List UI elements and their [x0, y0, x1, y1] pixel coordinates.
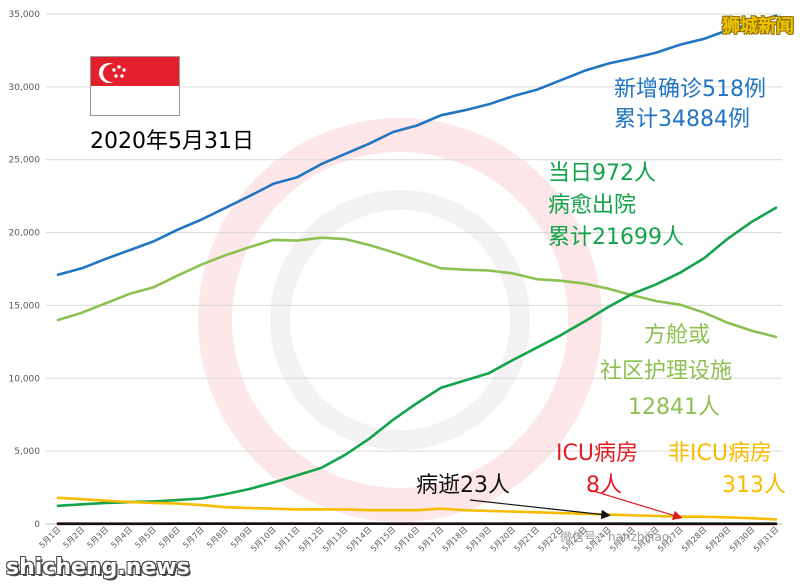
y-tick-label: 30,000 — [9, 83, 41, 93]
x-tick-label: 5月8日 — [205, 525, 230, 550]
x-tick-label: 5月10日 — [249, 525, 277, 553]
icu-arrow — [589, 489, 683, 520]
x-tick-label: 5月19日 — [465, 525, 493, 553]
community-annotation-line1: 方舱或 — [644, 323, 711, 348]
x-tick-label: 5月15日 — [369, 525, 397, 553]
community-annotation-line3: 12841人 — [628, 395, 720, 420]
series-line-confirmed — [56, 14, 778, 277]
y-tick-label: 15,000 — [9, 301, 41, 311]
x-tick-label: 5月17日 — [417, 525, 445, 553]
y-tick-label: 10,000 — [9, 374, 41, 384]
x-tick-label: 5月7日 — [181, 525, 206, 550]
x-tick-label: 5月21日 — [513, 525, 541, 553]
deaths-annotation: 病逝23人 — [416, 473, 510, 498]
watermark-logo — [198, 118, 602, 522]
x-tick-label: 5月13日 — [321, 525, 349, 553]
date-label: 2020年5月31日 — [90, 129, 254, 154]
recovered-annotation-line1: 当日972人 — [548, 161, 656, 186]
series-line-recovered — [56, 206, 778, 508]
x-tick-label: 5月1日 — [38, 525, 63, 550]
x-tick-label: 5月5日 — [133, 525, 158, 550]
recovered-annotation-line3: 累计21699人 — [548, 225, 684, 250]
x-tick-label: 5月29日 — [704, 525, 732, 553]
series-line-non_icu — [56, 496, 778, 521]
community-annotation-line2: 社区护理设施 — [600, 359, 733, 384]
x-tick-label: 5月30日 — [728, 525, 756, 553]
x-tick-label: 5月4日 — [109, 525, 134, 550]
x-tick-label: 5月16日 — [393, 525, 421, 553]
series-line-community — [56, 236, 778, 339]
x-tick-label: 5月28日 — [680, 525, 708, 553]
recovered-annotation-line2: 病愈出院 — [548, 193, 637, 218]
y-tick-label: 25,000 — [9, 156, 41, 166]
x-tick-label: 5月14日 — [345, 525, 373, 553]
y-tick-label: 0 — [34, 520, 40, 530]
x-tick-label: 5月31日 — [752, 525, 780, 553]
wechat-watermark: 微信号：hanzhijiao — [560, 530, 670, 544]
x-tick-label: 5月18日 — [441, 525, 469, 553]
y-tick-label: 35,000 — [9, 10, 41, 20]
y-tick-label: 5,000 — [14, 447, 40, 457]
x-tick-label: 5月11日 — [273, 525, 301, 553]
x-axis: 5月1日 5月2日 5月3日 5月4日 5月5日 5月6日 5月7日 5月8日 5月9日5月10… — [38, 523, 782, 554]
singapore-flag-icon — [90, 56, 180, 116]
non-icu-annotation-line1: 非ICU病房 — [668, 441, 772, 466]
x-tick-label: 5月20日 — [489, 525, 517, 553]
deaths-arrow — [469, 499, 611, 520]
confirmed-annotation-line2: 累计34884例 — [614, 107, 750, 132]
x-tick-label: 5月6日 — [157, 525, 182, 550]
x-tick-label: 5月3日 — [85, 525, 110, 550]
confirmed-annotation-line1: 新增确诊518例 — [614, 77, 766, 102]
series-lines — [56, 14, 778, 526]
non-icu-annotation-line2: 313人 — [722, 473, 786, 498]
y-axis: 0 5,000 10,000 15,000 20,000 25,000 30,000 35,0… — [9, 10, 41, 530]
x-tick-label: 5月12日 — [297, 525, 325, 553]
site-watermark: shicheng.news — [6, 555, 190, 580]
icu-annotation-line2: 8人 — [586, 473, 622, 498]
brand-logo: 狮城新闻 — [722, 16, 794, 37]
icu-annotation-line1: ICU病房 — [556, 441, 638, 466]
y-tick-label: 20,000 — [9, 229, 41, 239]
x-tick-label: 5月2日 — [61, 525, 86, 550]
